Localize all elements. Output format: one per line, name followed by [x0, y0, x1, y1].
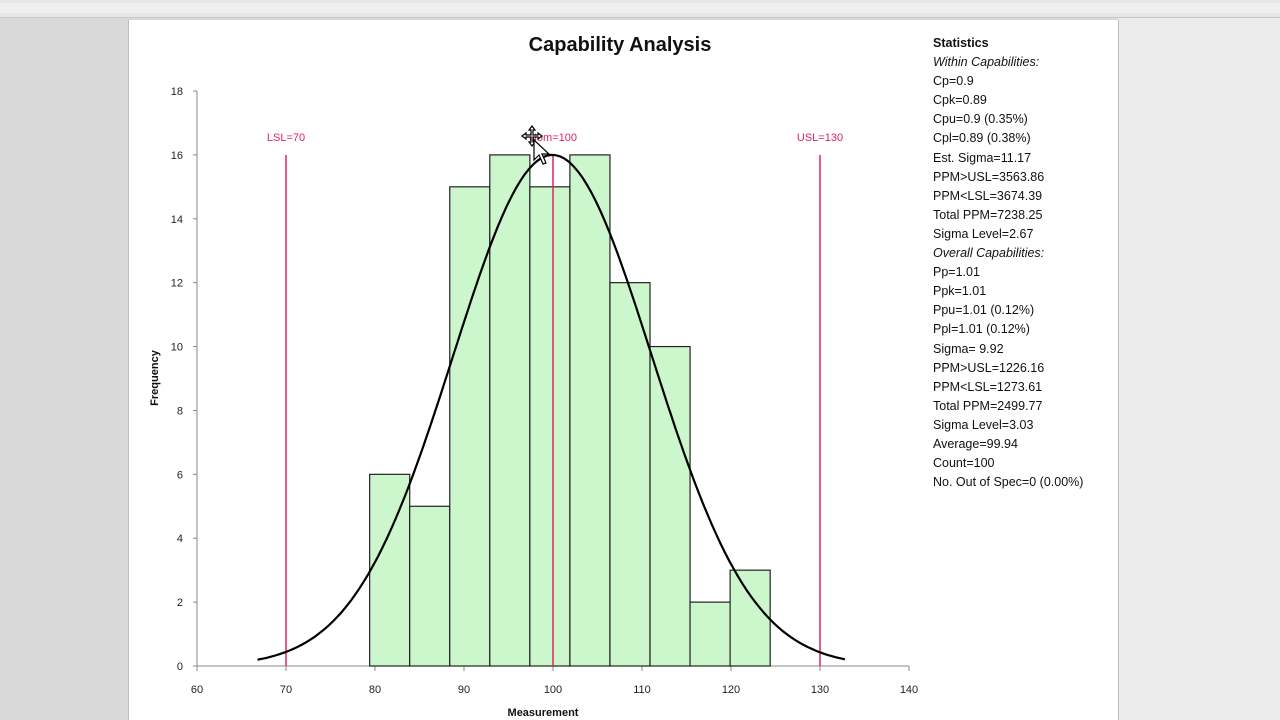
y-tick-label: 0: [177, 661, 183, 673]
stat-line: PPM<LSL=3674.39: [933, 187, 1083, 206]
histogram-bar: [570, 155, 610, 666]
y-tick-label: 10: [171, 342, 183, 354]
x-tick-label: 140: [900, 684, 918, 696]
stat-line: Pp=1.01: [933, 263, 1083, 282]
stat-line: PPM>USL=1226.16: [933, 359, 1083, 378]
stat-line: Sigma Level=3.03: [933, 416, 1083, 435]
y-tick-label: 16: [171, 150, 183, 162]
stat-line: Sigma Level=2.67: [933, 225, 1083, 244]
y-tick-label: 8: [177, 405, 183, 417]
move-cursor-icon: [520, 124, 552, 170]
stat-line: No. Out of Spec=0 (0.00%): [933, 473, 1083, 492]
histogram-bar: [410, 506, 450, 666]
stat-line: Cp=0.9: [933, 72, 1083, 91]
stat-line: Average=99.94: [933, 435, 1083, 454]
histogram-bar: [730, 570, 770, 666]
stat-line: Ppk=1.01: [933, 282, 1083, 301]
stat-line: Ppl=1.01 (0.12%): [933, 320, 1083, 339]
y-tick-label: 6: [177, 469, 183, 481]
spec-line-label: LSL=70: [267, 132, 305, 144]
stat-line: Total PPM=2499.77: [933, 397, 1083, 416]
x-tick-label: 90: [458, 684, 470, 696]
histogram-bar: [650, 347, 690, 666]
stat-line: Cpu=0.9 (0.35%): [933, 110, 1083, 129]
stat-line: Ppu=1.01 (0.12%): [933, 301, 1083, 320]
stat-line: Cpl=0.89 (0.38%): [933, 129, 1083, 148]
histogram-bar: [530, 187, 570, 666]
y-tick-label: 18: [171, 86, 183, 98]
histogram-bar: [450, 187, 490, 666]
stat-line: Est. Sigma=11.17: [933, 149, 1083, 168]
x-tick-label: 70: [280, 684, 292, 696]
x-tick-label: 110: [633, 684, 651, 696]
x-tick-label: 60: [191, 684, 203, 696]
x-tick-label: 100: [544, 684, 562, 696]
stat-line: PPM>USL=3563.86: [933, 168, 1083, 187]
statistics-header: Statistics: [933, 34, 1083, 53]
statistics-panel: Statistics Within Capabilities: Cp=0.9 Cpk…: [933, 34, 1083, 492]
y-tick-label: 4: [177, 533, 183, 545]
histogram-bar: [610, 283, 650, 666]
x-axis-title: Measurement: [508, 707, 579, 719]
x-tick-label: 80: [369, 684, 381, 696]
histogram-bar: [690, 602, 730, 666]
x-tick-label: 130: [811, 684, 829, 696]
stat-line: Within Capabilities:: [933, 53, 1083, 72]
histogram-bar: [370, 474, 410, 666]
y-tick-label: 12: [171, 278, 183, 290]
spec-line-label: USL=130: [797, 132, 843, 144]
x-tick-label: 120: [722, 684, 740, 696]
stat-line: Count=100: [933, 454, 1083, 473]
stat-line: PPM<LSL=1273.61: [933, 378, 1083, 397]
stat-line: Cpk=0.89: [933, 91, 1083, 110]
stat-line: Sigma= 9.92: [933, 340, 1083, 359]
stat-line: Total PPM=7238.25: [933, 206, 1083, 225]
y-tick-label: 14: [171, 214, 183, 226]
y-axis-title: Frequency: [149, 349, 161, 406]
stat-line: Overall Capabilities:: [933, 244, 1083, 263]
y-tick-label: 2: [177, 597, 183, 609]
